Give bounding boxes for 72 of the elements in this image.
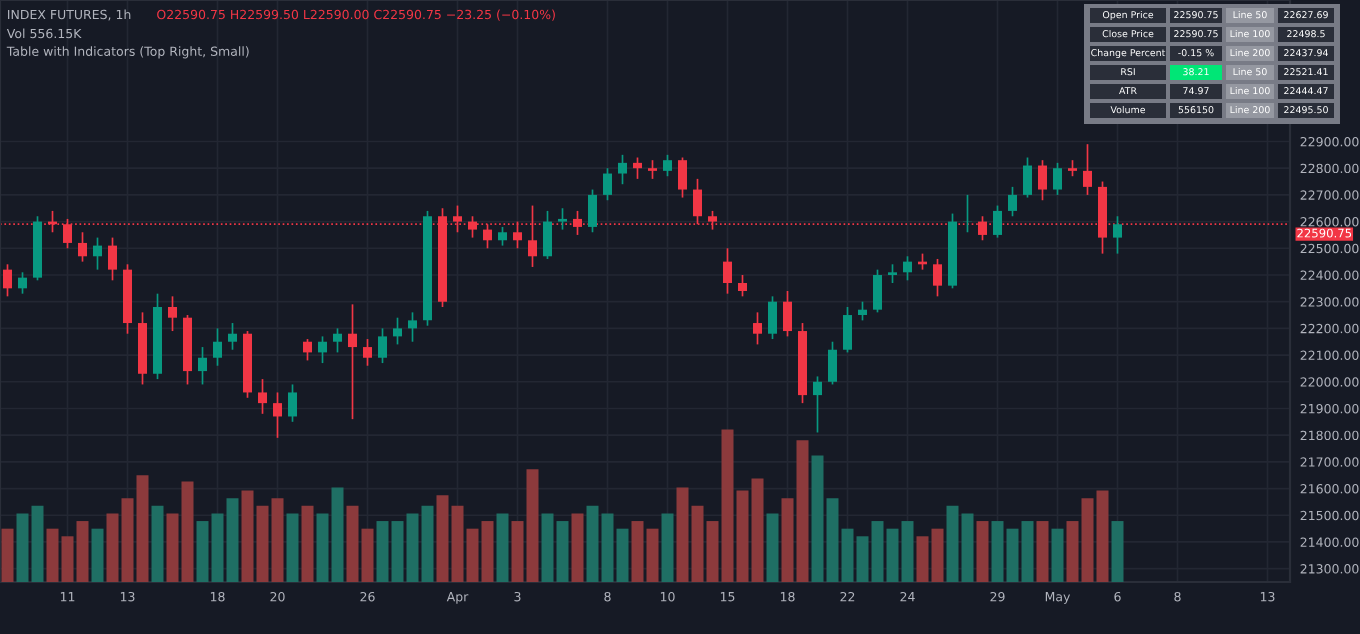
bar [901, 521, 914, 582]
bar [751, 478, 764, 582]
candlestick [903, 255, 912, 282]
candlestick [1053, 162, 1062, 196]
candlestick [888, 263, 897, 284]
candlestick [273, 391, 282, 439]
candlestick [1008, 186, 1017, 218]
bar [496, 513, 509, 582]
candlestick [768, 295, 777, 340]
candlestick [168, 295, 177, 332]
candlestick [378, 327, 387, 364]
bar [736, 490, 749, 582]
bar [1, 528, 14, 582]
candlestick [288, 383, 297, 423]
candlestick [933, 258, 942, 298]
candlestick [78, 231, 87, 263]
bar [886, 528, 899, 582]
candlestick [663, 154, 672, 178]
bar [766, 513, 779, 582]
candlestick [618, 154, 627, 186]
bar [1051, 528, 1064, 582]
candlestick [303, 338, 312, 362]
candlestick [873, 268, 882, 314]
bar [91, 528, 104, 582]
candlestick [198, 346, 207, 386]
bar [286, 513, 299, 582]
candlestick [963, 194, 972, 234]
candlestick [678, 156, 687, 199]
candlestick [318, 335, 327, 364]
candlestick [1083, 143, 1092, 196]
candlestick [1038, 159, 1047, 202]
candlestick [723, 247, 732, 295]
bar [961, 513, 974, 582]
bar [811, 455, 824, 582]
candlestick [588, 188, 597, 234]
bar [1036, 521, 1049, 582]
candlestick [333, 327, 342, 354]
bar [301, 505, 314, 582]
bar [946, 505, 959, 582]
candlestick [213, 327, 222, 367]
candlestick [228, 322, 237, 351]
candlestick [558, 207, 567, 231]
candlestick [648, 159, 657, 180]
candlestick [543, 210, 552, 260]
candlestick [408, 311, 417, 343]
candlestick [258, 378, 267, 415]
candlestick [633, 156, 642, 180]
candlestick [1023, 156, 1032, 199]
candlestick [498, 226, 507, 247]
candlestick [828, 340, 837, 386]
candlestick [18, 271, 27, 295]
candlestick [3, 263, 12, 298]
bar [571, 513, 584, 582]
candlestick [738, 274, 747, 298]
candlestick [93, 236, 102, 271]
candlestick [393, 316, 402, 346]
bar [151, 505, 164, 582]
candlestick [813, 375, 822, 434]
candlestick [363, 338, 372, 367]
candlestick [108, 236, 117, 282]
bar [976, 521, 989, 582]
candlestick [993, 204, 1002, 239]
candlestick [783, 290, 792, 338]
candlestick [843, 306, 852, 354]
bar [661, 513, 674, 582]
candlestick [603, 167, 612, 202]
bar [1111, 521, 1124, 582]
candlestick [1113, 215, 1122, 255]
candlestick [858, 300, 867, 322]
bar [826, 498, 839, 582]
candlestick [753, 311, 762, 346]
candlestick [348, 303, 357, 420]
